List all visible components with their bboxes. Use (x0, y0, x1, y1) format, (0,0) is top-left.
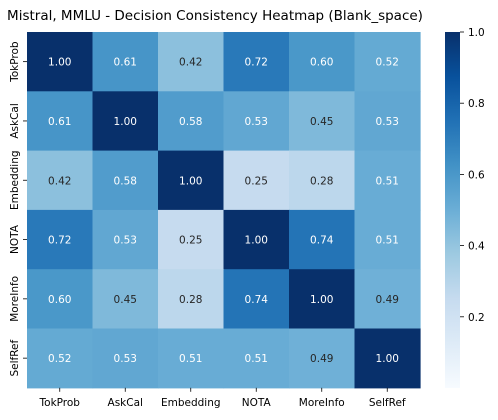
heatmap-cell (27, 209, 94, 270)
heatmap-cell (27, 269, 94, 330)
heatmap-cell (289, 209, 356, 270)
chart-title: Mistral, MMLU - Decision Consistency Hea… (7, 8, 423, 24)
heatmap-cell (223, 32, 290, 92)
cell-value-label: 0.49 (310, 353, 333, 365)
y-tick-label: AskCal (9, 103, 21, 138)
colorbar-tick-label: 1.0 (468, 27, 485, 39)
heatmap-cell (92, 209, 159, 270)
heatmap-cell (27, 328, 94, 389)
y-tick-label: Embedding (9, 150, 21, 210)
heatmap-cell (158, 328, 225, 389)
heatmap-cell (27, 150, 94, 211)
heatmap-cell (354, 32, 421, 92)
colorbar-tick-label: 0.2 (468, 312, 485, 324)
heatmap-cell (92, 91, 159, 152)
heatmap-cell (158, 269, 225, 330)
cell-value-label: 0.61 (48, 116, 71, 128)
heatmap-cell (354, 150, 421, 211)
cell-value-label: 1.00 (179, 175, 202, 187)
cell-value-label: 0.51 (376, 175, 399, 187)
cell-value-label: 0.60 (48, 294, 71, 306)
y-tick-label: NOTA (9, 224, 21, 254)
cell-value-label: 0.74 (245, 294, 269, 306)
colorbar-tick-label: 0.4 (468, 241, 485, 253)
cell-value-label: 1.00 (310, 294, 333, 306)
cell-value-label: 0.61 (114, 57, 137, 69)
cell-value-label: 1.00 (48, 57, 71, 69)
colorbar-tick-label: 0.8 (468, 98, 485, 110)
heatmap-cell (223, 269, 290, 330)
heatmap-cell (289, 328, 356, 389)
heatmap-cell (354, 328, 421, 389)
cell-value-label: 0.51 (376, 235, 399, 247)
x-tick-label: Embedding (161, 397, 221, 409)
heatmap-cell (27, 91, 94, 152)
heatmap-cell (289, 269, 356, 330)
heatmap-cell (289, 150, 356, 211)
y-tick-labels: TokProb AskCal Embedding NOTA MoreInfo SelfRe… (9, 41, 27, 377)
heatmap-cell (354, 209, 421, 270)
heatmap-cell (223, 91, 290, 152)
x-tick-label: NOTA (242, 397, 272, 409)
cell-value-label: 0.53 (376, 116, 399, 128)
y-tick-label: TokProb (9, 41, 21, 83)
heatmap-cell (158, 209, 225, 270)
heatmap-cell (223, 209, 290, 270)
cell-value-label: 0.45 (310, 116, 333, 128)
heatmap-cell (223, 150, 290, 211)
y-tick-label: MoreInfo (9, 276, 21, 322)
x-tick-label: TokProb (39, 397, 81, 409)
cell-value-label: 0.25 (179, 235, 202, 247)
colorbar-gradient (445, 32, 460, 388)
cell-value-label: 0.74 (310, 235, 334, 247)
cell-value-label: 0.72 (245, 57, 268, 69)
y-tick-label: SelfRef (9, 339, 21, 376)
heatmap-cells: 1.00 0.61 0.42 0.72 0.60 0.52 0.61 1.00 0.58 0.53… (27, 32, 421, 389)
cell-value-label: 0.58 (179, 116, 202, 128)
x-tick-label: SelfRef (369, 397, 406, 409)
cell-value-label: 0.52 (376, 57, 399, 69)
cell-value-label: 0.28 (179, 294, 202, 306)
cell-value-label: 0.60 (310, 57, 333, 69)
heatmap-cell (354, 91, 421, 152)
heatmap-cell (27, 32, 94, 92)
cell-value-label: 0.45 (114, 294, 137, 306)
heatmap-cell (289, 32, 356, 92)
x-tick-label: AskCal (108, 397, 143, 409)
cell-value-label: 0.25 (245, 175, 268, 187)
cell-value-label: 0.53 (114, 235, 137, 247)
cell-value-label: 1.00 (114, 116, 137, 128)
heatmap-cell (354, 269, 421, 330)
cell-value-label: 0.52 (48, 353, 71, 365)
heatmap-cell (92, 328, 159, 389)
cell-value-label: 0.58 (114, 175, 137, 187)
colorbar-tick-label: 0.6 (468, 169, 485, 181)
heatmap-cell (158, 150, 225, 211)
cell-value-label: 0.51 (245, 353, 268, 365)
cell-value-label: 0.53 (245, 116, 268, 128)
cell-value-label: 1.00 (245, 235, 268, 247)
cell-value-label: 0.42 (179, 57, 202, 69)
heatmap-cell (92, 150, 159, 211)
heatmap-cell (92, 269, 159, 330)
cell-value-label: 0.51 (179, 353, 202, 365)
cell-value-label: 0.42 (48, 175, 71, 187)
x-tick-labels: TokProb AskCal Embedding NOTA MoreInfo SelfRe… (39, 387, 406, 409)
heatmap-cell (158, 32, 225, 92)
cell-value-label: 0.72 (48, 235, 71, 247)
cell-value-label: 1.00 (376, 353, 399, 365)
cell-value-label: 0.28 (310, 175, 333, 187)
cell-value-label: 0.53 (114, 353, 137, 365)
heatmap-cell (158, 91, 225, 152)
heatmap-cell (223, 328, 290, 389)
cell-value-label: 0.49 (376, 294, 399, 306)
heatmap-cell (92, 32, 159, 92)
heatmap-cell (289, 91, 356, 152)
colorbar: 1.0 0.8 0.6 0.4 0.2 (445, 27, 485, 388)
x-tick-label: MoreInfo (299, 397, 345, 409)
colorbar-ticks: 1.0 0.8 0.6 0.4 0.2 (460, 27, 485, 324)
